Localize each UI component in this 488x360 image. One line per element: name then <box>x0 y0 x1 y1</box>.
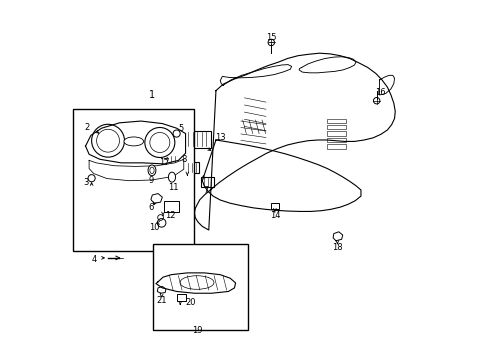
Bar <box>176 294 185 301</box>
Bar <box>326 118 346 123</box>
Bar <box>326 144 346 149</box>
Bar <box>164 202 179 212</box>
Bar <box>326 138 346 142</box>
Text: 11: 11 <box>167 183 178 192</box>
Text: 12: 12 <box>165 211 176 220</box>
Text: 18: 18 <box>331 243 342 252</box>
Text: 17: 17 <box>159 158 169 167</box>
Text: 7: 7 <box>203 185 208 194</box>
Bar <box>184 162 199 173</box>
Bar <box>153 244 247 330</box>
Text: 19: 19 <box>192 325 202 334</box>
Bar <box>326 125 346 129</box>
Bar <box>183 131 210 148</box>
Text: 8: 8 <box>182 155 187 164</box>
Text: 10: 10 <box>149 222 160 231</box>
Text: 13: 13 <box>214 132 225 141</box>
Text: 15: 15 <box>265 33 276 42</box>
Text: 14: 14 <box>269 211 280 220</box>
Bar <box>271 203 279 209</box>
Bar <box>201 177 214 187</box>
Text: 2: 2 <box>84 123 90 132</box>
Ellipse shape <box>149 167 154 174</box>
Ellipse shape <box>168 172 175 182</box>
Text: 4: 4 <box>91 255 96 264</box>
Bar <box>73 109 194 251</box>
Text: 1: 1 <box>148 90 154 100</box>
Text: 21: 21 <box>156 296 166 305</box>
Text: 20: 20 <box>185 298 196 307</box>
Ellipse shape <box>123 137 143 146</box>
Bar <box>326 131 346 136</box>
Ellipse shape <box>148 165 156 176</box>
Bar <box>167 155 178 163</box>
Text: 5: 5 <box>178 124 183 133</box>
Text: 16: 16 <box>374 87 385 96</box>
Text: 3: 3 <box>83 178 89 187</box>
Text: 6: 6 <box>148 203 153 212</box>
Text: 9: 9 <box>148 176 153 185</box>
